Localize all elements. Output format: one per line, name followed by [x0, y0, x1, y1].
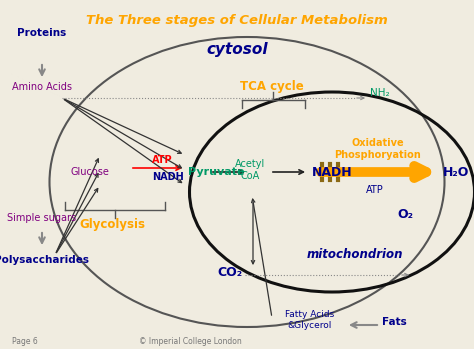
Text: H₂O: H₂O [443, 165, 469, 178]
Text: Proteins: Proteins [18, 28, 67, 38]
Text: Oxidative: Oxidative [352, 138, 404, 148]
Text: mitochondrion: mitochondrion [307, 248, 403, 261]
Text: The Three stages of Cellular Metabolism: The Three stages of Cellular Metabolism [86, 14, 388, 27]
Text: Pyruvate: Pyruvate [188, 167, 245, 177]
Text: O₂: O₂ [397, 208, 413, 222]
Text: cytosol: cytosol [206, 42, 268, 57]
Text: TCA cycle: TCA cycle [240, 80, 304, 93]
Text: ATP: ATP [152, 155, 173, 165]
Text: ATP: ATP [366, 185, 384, 195]
Text: NADH: NADH [312, 165, 353, 178]
Text: Simple sugars: Simple sugars [8, 213, 77, 223]
Text: Page 6: Page 6 [12, 337, 38, 347]
Text: CO₂: CO₂ [218, 266, 243, 279]
Text: Glucose: Glucose [71, 167, 109, 177]
Text: Glycolysis: Glycolysis [79, 218, 145, 231]
Text: Phosphoryation: Phosphoryation [335, 150, 421, 160]
Text: Fatty Acids
&Glycerol: Fatty Acids &Glycerol [285, 310, 335, 330]
Text: NH₂: NH₂ [370, 88, 390, 98]
Text: Amino Acids: Amino Acids [12, 82, 72, 92]
Text: NADH: NADH [152, 172, 184, 182]
Text: © Imperial College London: © Imperial College London [138, 337, 241, 347]
Text: Polysaccharides: Polysaccharides [0, 255, 90, 265]
Text: Acetyl
CoA: Acetyl CoA [235, 159, 265, 181]
Text: Fats: Fats [382, 317, 407, 327]
